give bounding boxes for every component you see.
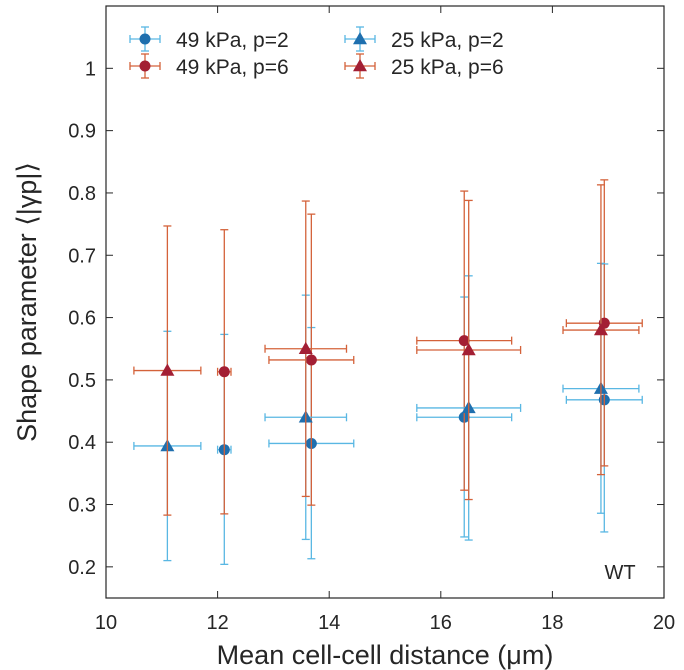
data-marker (461, 342, 476, 356)
y-tick-label: 0.2 (68, 557, 96, 579)
legend-marker (139, 60, 151, 72)
y-tick-label: 0.8 (68, 183, 96, 205)
legend-label: 25 kPa, p=2 (391, 29, 504, 52)
data-points (133, 179, 643, 565)
legend: 49 kPa, p=2 49 kPa, p=6 25 kPa, p=2 25 kPa,… (129, 26, 504, 79)
legend-entry: 49 kPa, p=2 (129, 26, 289, 52)
wt-annotation: WT (604, 562, 635, 584)
legend-label: 25 kPa, p=6 (391, 56, 504, 79)
y-ticks: 0.2 0.3 0.4 0.5 0.6 0.7 0.8 0.9 1 (68, 58, 664, 579)
legend-label: 49 kPa, p=2 (176, 29, 289, 52)
data-marker (593, 323, 608, 336)
data-marker (298, 341, 313, 354)
legend-marker (139, 33, 151, 45)
plot-area-background (106, 6, 664, 598)
y-tick-label: 1 (85, 58, 96, 80)
x-tick-label: 14 (318, 612, 340, 634)
series-1 (216, 179, 643, 515)
data-marker (218, 366, 230, 378)
legend-label: 49 kPa, p=6 (176, 56, 289, 79)
data-marker (305, 354, 317, 366)
y-tick-label: 0.9 (68, 121, 96, 143)
data-point (216, 229, 232, 515)
y-tick-label: 0.4 (68, 432, 96, 454)
x-tick-label: 12 (206, 612, 228, 634)
legend-entry: 49 kPa, p=6 (129, 53, 289, 79)
y-axis-title: Shape parameter ⟨|γp|⟩ (12, 162, 42, 442)
y-tick-label: 0.5 (68, 370, 96, 392)
data-point (562, 184, 640, 476)
y-tick-label: 0.3 (68, 495, 96, 517)
x-ticks: 10 12 14 16 18 20 (95, 6, 675, 634)
y-tick-label: 0.6 (68, 308, 96, 330)
plot-frame (105, 5, 665, 599)
data-point (416, 190, 513, 491)
data-point (264, 200, 348, 498)
data-point (133, 225, 202, 516)
x-tick-label: 10 (95, 612, 117, 634)
data-marker (458, 335, 470, 347)
x-tick-label: 18 (541, 612, 563, 634)
x-tick-label: 16 (430, 612, 452, 634)
x-axis-title: Mean cell-cell distance (μm) (217, 640, 554, 670)
data-marker (160, 363, 175, 376)
data-point (268, 213, 355, 506)
legend-entry: 25 kPa, p=2 (344, 26, 504, 52)
y-tick-label: 0.7 (68, 245, 96, 267)
legend-marker (353, 59, 367, 72)
x-tick-label: 20 (653, 612, 675, 634)
series-3 (133, 184, 640, 516)
legend-entry: 25 kPa, p=6 (344, 53, 504, 79)
legend-marker (353, 32, 367, 45)
data-point (416, 199, 522, 501)
